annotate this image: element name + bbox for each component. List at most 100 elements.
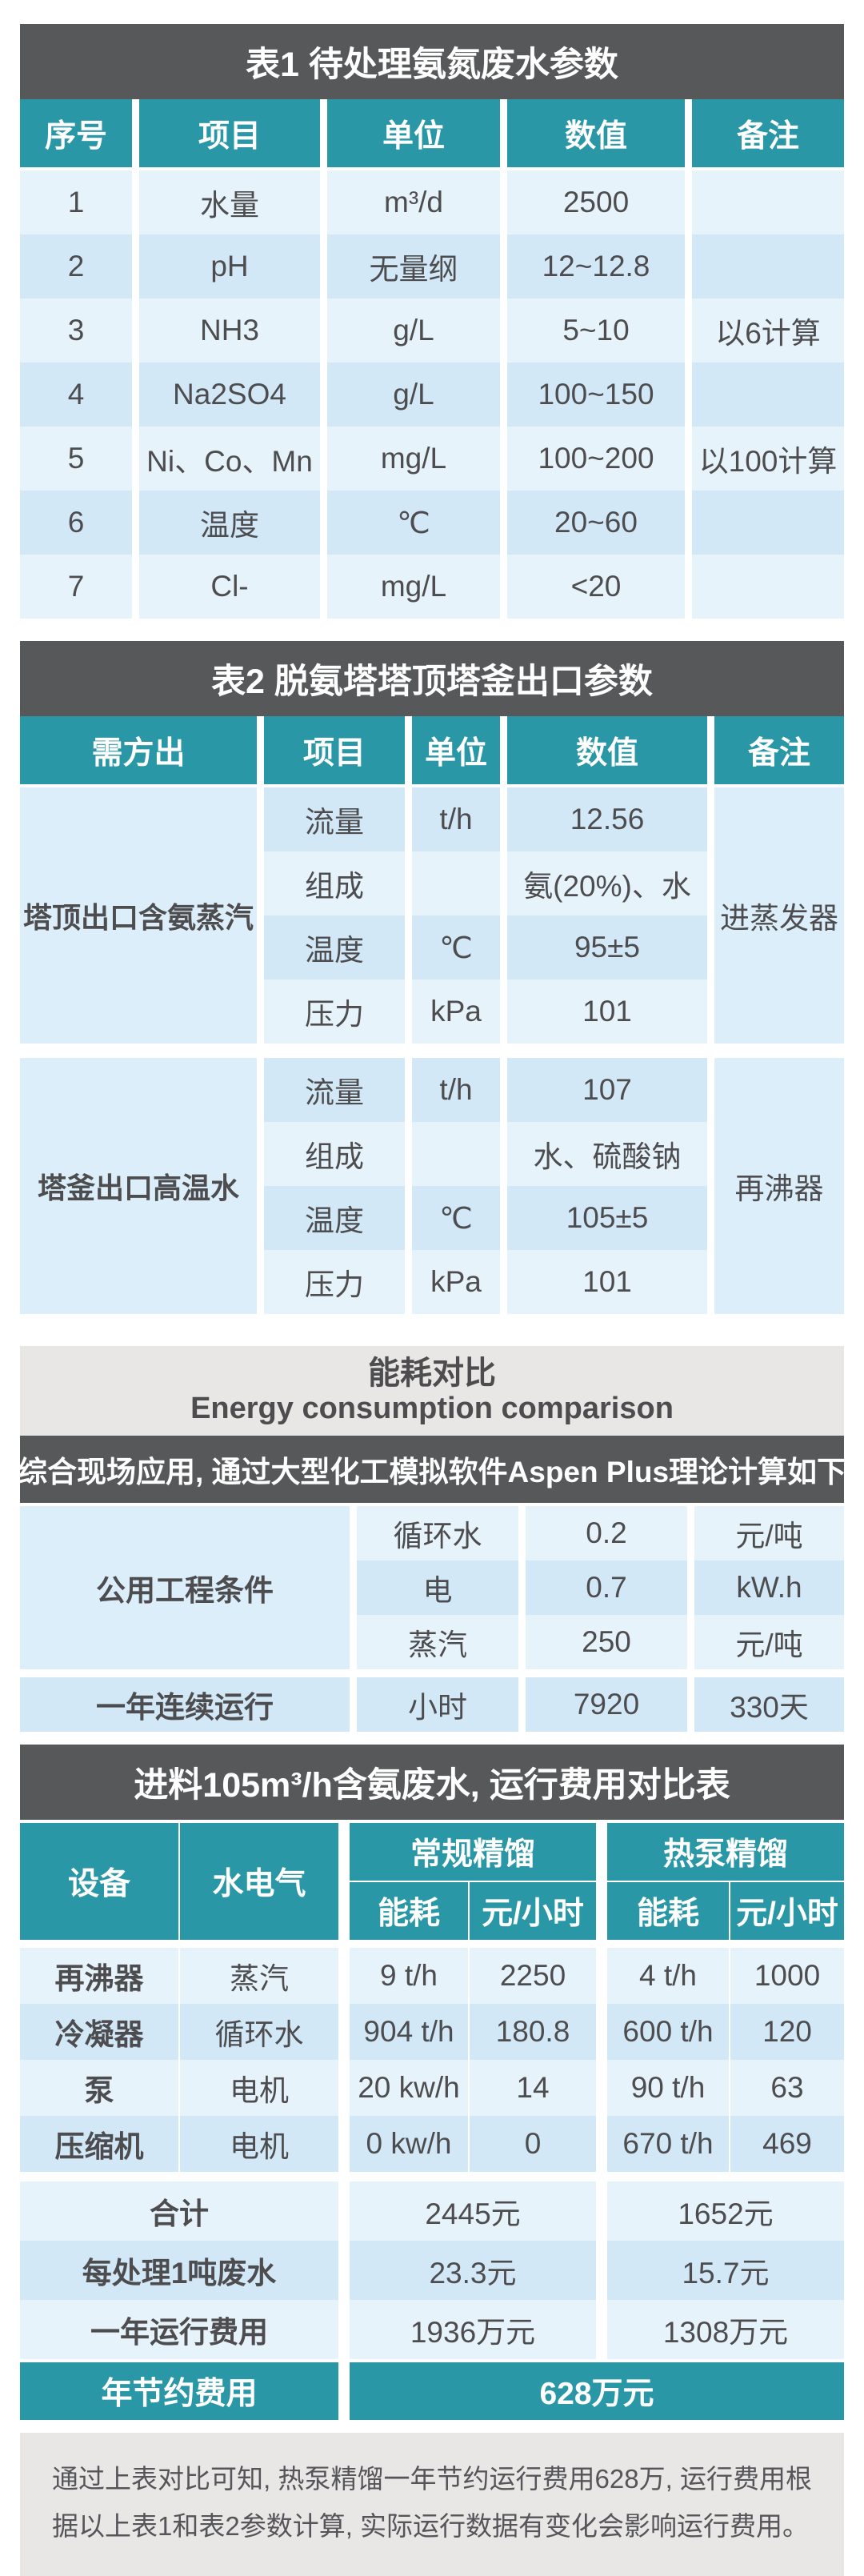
cell-unit: 元/吨 <box>694 1506 844 1560</box>
cell-c-cost: 2250 <box>470 1948 596 2004</box>
summary-heatpump: 15.7元 <box>607 2241 844 2300</box>
cell-c-energy: 20 kw/h <box>350 2060 468 2116</box>
group-note: 再沸器 <box>714 1058 844 1314</box>
summary-conventional: 1936万元 <box>350 2300 596 2359</box>
cell-c-cost: 180.8 <box>470 2004 596 2060</box>
cell-value: 12.56 <box>507 787 707 851</box>
cell-item: 电 <box>357 1560 518 1615</box>
cell-h-cost: 1000 <box>730 1948 844 2004</box>
cell-c-energy: 9 t/h <box>350 1948 468 2004</box>
run-label: 一年连续运行 <box>20 1677 350 1732</box>
energy-section: 能耗对比 Energy consumption comparison 综合现场应… <box>20 1346 844 1732</box>
summary-heatpump: 1308万元 <box>607 2300 844 2359</box>
cell-value: 100~200 <box>507 427 685 491</box>
cell-value: <20 <box>507 555 685 619</box>
energy-subtitle: 综合现场应用, 通过大型化工模拟软件Aspen Plus理论计算如下 <box>20 1436 844 1503</box>
table2-header-value: 数值 <box>507 716 707 784</box>
cell-item: NH3 <box>139 298 320 363</box>
cell-unit: m³/d <box>327 170 500 234</box>
cell-c-energy: 0 kw/h <box>350 2116 468 2172</box>
table1-row: 4 Na2SO4 g/L 100~150 <box>20 363 844 427</box>
summary-conventional: 2445元 <box>350 2181 596 2241</box>
cell-utility: 电机 <box>180 2116 338 2172</box>
cell-unit <box>412 1122 500 1186</box>
header-device: 设备 <box>20 1823 178 1940</box>
cell-item: 循环水 <box>357 1506 518 1560</box>
table1-header-row: 序号 项目 单位 数值 备注 <box>20 99 844 167</box>
cell-value: 0.7 <box>526 1560 687 1615</box>
cell-note <box>692 555 844 619</box>
header-cost: 元/小时 <box>470 1882 596 1940</box>
cell-no: 7 <box>20 555 132 619</box>
cell-h-cost: 63 <box>730 2060 844 2116</box>
cell-unit <box>412 851 500 915</box>
cell-unit: 无量纲 <box>327 234 500 298</box>
run-unit: 330天 <box>694 1677 844 1732</box>
table2: 表2 脱氨塔塔顶塔釜出口参数 需方出 项目 单位 数值 备注 塔顶出口含氨蒸汽 … <box>20 641 844 1314</box>
footer-note: 通过上表对比可知, 热泵精馏一年节约运行费用628万, 运行费用根据以上表1和表… <box>20 2433 844 2576</box>
cell-h-cost: 469 <box>730 2116 844 2172</box>
table1-header-item: 项目 <box>139 99 320 167</box>
cell-c-energy: 904 t/h <box>350 2004 468 2060</box>
cell-item: 温度 <box>264 915 405 980</box>
table1-header-no: 序号 <box>20 99 132 167</box>
cell-value: 250 <box>526 1615 687 1669</box>
cell-unit: kPa <box>412 980 500 1044</box>
table1-row: 1 水量 m³/d 2500 <box>20 170 844 234</box>
cell-h-energy: 600 t/h <box>607 2004 729 2060</box>
table1-header-value: 数值 <box>507 99 685 167</box>
cell-item: 压力 <box>264 1250 405 1314</box>
table2-header-note: 备注 <box>714 716 844 784</box>
cell-unit: kPa <box>412 1250 500 1314</box>
table4-summary-row: 合计 2445元 1652元 <box>20 2181 844 2241</box>
table4-savings-row: 年节约费用 628万元 <box>20 2362 844 2420</box>
cell-unit: mg/L <box>327 427 500 491</box>
cell-note <box>692 491 844 555</box>
table1: 表1 待处理氨氮废水参数 序号 项目 单位 数值 备注 1 水量 m³/d 25… <box>20 24 844 619</box>
table4-row: 冷凝器 循环水 904 t/h 180.8 600 t/h 120 <box>20 2004 844 2060</box>
table1-title: 表1 待处理氨氮废水参数 <box>20 24 844 99</box>
cell-unit: g/L <box>327 363 500 427</box>
table2-group-bottom: 塔釜出口高温水 流量 t/h 107 组成 水、硫酸钠 温度 ℃ 105±5 压… <box>20 1058 844 1314</box>
table2-header-source: 需方出 <box>20 716 257 784</box>
table1-header-unit: 单位 <box>327 99 500 167</box>
energy-title: 能耗对比 Energy consumption comparison <box>20 1346 844 1436</box>
table1-row: 7 Cl- mg/L <20 <box>20 555 844 619</box>
cell-value: 0.2 <box>526 1506 687 1560</box>
table2-header-row: 需方出 项目 单位 数值 备注 <box>20 716 844 784</box>
cell-no: 6 <box>20 491 132 555</box>
table1-row: 3 NH3 g/L 5~10 以6计算 <box>20 298 844 363</box>
cell-item: 温度 <box>139 491 320 555</box>
cell-h-energy: 4 t/h <box>607 1948 729 2004</box>
cell-no: 3 <box>20 298 132 363</box>
header-heatpump: 热泵精馏 <box>607 1823 844 1881</box>
table4-row: 再沸器 蒸汽 9 t/h 2250 4 t/h 1000 <box>20 1948 844 2004</box>
table4-summary-row: 每处理1吨废水 23.3元 15.7元 <box>20 2241 844 2300</box>
cell-unit: ℃ <box>327 491 500 555</box>
cell-value: 20~60 <box>507 491 685 555</box>
cell-note: 以100计算 <box>692 427 844 491</box>
cell-h-energy: 670 t/h <box>607 2116 729 2172</box>
summary-heatpump: 1652元 <box>607 2181 844 2241</box>
cell-no: 4 <box>20 363 132 427</box>
energy-title-cn: 能耗对比 <box>368 1356 496 1392</box>
cell-c-cost: 14 <box>470 2060 596 2116</box>
cell-item: 蒸汽 <box>357 1615 518 1669</box>
table2-group-top: 塔顶出口含氨蒸汽 流量 t/h 12.56 组成 氨(20%)、水 温度 ℃ 9… <box>20 787 844 1044</box>
cell-item: 组成 <box>264 1122 405 1186</box>
cell-value: 12~12.8 <box>507 234 685 298</box>
cell-item: Cl- <box>139 555 320 619</box>
energy-utility-group: 公用工程条件 循环水 0.2 元/吨 电 0.7 kW.h 蒸汽 250 元/吨 <box>20 1506 844 1669</box>
cell-unit: ℃ <box>412 915 500 980</box>
cell-no: 5 <box>20 427 132 491</box>
table1-row: 5 Ni、Co、Mn mg/L 100~200 以100计算 <box>20 427 844 491</box>
cell-utility: 电机 <box>180 2060 338 2116</box>
group-label: 塔釜出口高温水 <box>20 1058 257 1314</box>
header-energy: 能耗 <box>350 1882 468 1940</box>
summary-label: 每处理1吨废水 <box>20 2241 338 2300</box>
cell-c-cost: 0 <box>470 2116 596 2172</box>
cell-value: 95±5 <box>507 915 707 980</box>
table4-header: 设备 水电气 常规精馏 热泵精馏 能耗 元/小时 能耗 元/小时 <box>20 1823 844 1940</box>
table4: 进料105m³/h含氨废水, 运行费用对比表 设备 水电气 常规精馏 热泵精馏 … <box>20 1745 844 2420</box>
summary-label: 一年运行费用 <box>20 2300 338 2359</box>
